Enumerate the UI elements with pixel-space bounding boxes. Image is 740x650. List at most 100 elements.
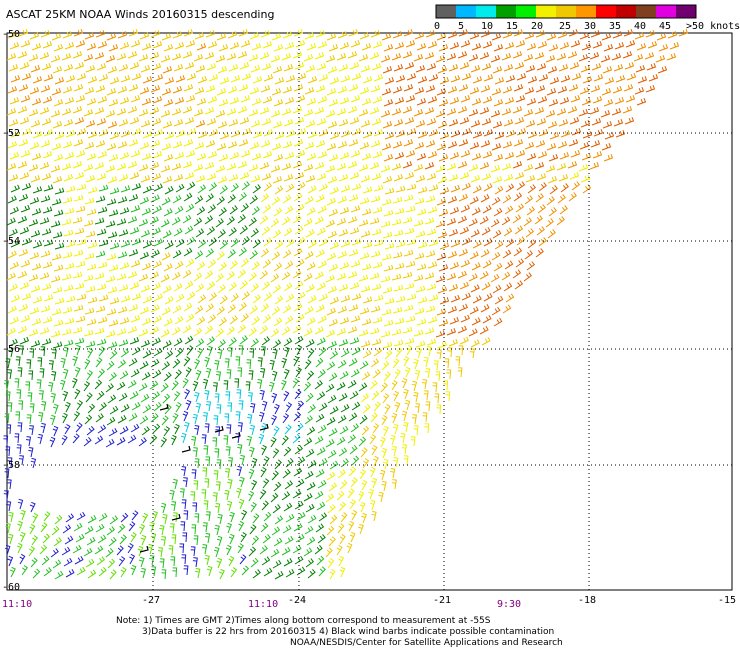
wind-barb — [205, 456, 211, 467]
wind-barb — [460, 204, 470, 213]
wind-barb — [402, 106, 413, 114]
wind-barb — [263, 129, 274, 137]
wind-barb — [149, 521, 155, 533]
wind-barb — [647, 41, 658, 49]
wind-barb — [73, 249, 84, 257]
wind-barb — [480, 194, 490, 203]
wind-barb — [470, 284, 480, 293]
wind-barb — [381, 480, 387, 492]
wind-barb — [326, 33, 337, 41]
wind-barb — [59, 379, 66, 391]
wind-barb — [326, 416, 336, 426]
wind-barb — [368, 488, 375, 500]
wind-barb — [238, 29, 249, 37]
wind-barb — [9, 261, 19, 270]
wind-barb — [306, 98, 317, 106]
wind-barb — [318, 74, 329, 82]
wind-barb — [138, 164, 149, 172]
wind-barb — [337, 195, 348, 204]
wind-barb — [260, 346, 266, 357]
wind-barb — [501, 216, 511, 226]
wind-barb — [215, 503, 221, 514]
wind-barb — [305, 503, 315, 513]
wind-barb — [556, 53, 567, 61]
wind-barb — [98, 402, 107, 412]
wind-barb — [296, 181, 306, 191]
wind-barb — [227, 31, 238, 39]
wind-barb — [305, 65, 316, 73]
wind-barb — [163, 208, 173, 217]
wind-barb — [228, 555, 235, 567]
wind-barb — [109, 297, 120, 305]
wind-barb — [109, 349, 118, 360]
wind-barb — [138, 437, 147, 447]
wind-barb — [525, 228, 535, 238]
wind-barb — [216, 143, 227, 151]
wind-barb — [52, 425, 59, 437]
wind-barb — [259, 270, 269, 280]
wind-barb — [19, 531, 26, 543]
wind-barb — [76, 183, 87, 191]
wind-barb — [560, 130, 571, 138]
wind-barb — [108, 264, 119, 272]
graticule — [7, 33, 732, 590]
wind-barb — [435, 165, 446, 173]
wind-barb — [39, 327, 50, 335]
wind-barb — [614, 97, 625, 105]
wind-barb — [236, 465, 243, 477]
wind-barb — [94, 379, 103, 390]
wind-barb — [127, 271, 138, 279]
wind-barb — [142, 512, 149, 524]
wind-barb — [260, 466, 267, 478]
wind-barb — [381, 88, 392, 96]
wind-barb — [391, 273, 402, 281]
wind-barb — [108, 372, 117, 382]
wind-barb — [384, 132, 395, 140]
wind-barb — [229, 42, 240, 50]
wind-barb — [426, 63, 437, 71]
wind-barb — [361, 479, 368, 491]
wind-barb — [250, 228, 259, 238]
wind-barb — [138, 273, 149, 282]
wind-barb — [138, 328, 149, 337]
wind-barb — [49, 436, 56, 448]
wind-barb — [392, 31, 403, 39]
wind-barb — [120, 295, 131, 303]
wind-barb — [384, 242, 395, 250]
wind-barb — [347, 106, 358, 114]
wind-barb — [415, 285, 426, 293]
wind-barb — [174, 152, 185, 160]
wind-barb — [149, 380, 159, 390]
legend-swatch — [636, 5, 656, 18]
lat-label-56: -56 — [2, 344, 20, 355]
wind-barb — [372, 455, 379, 467]
wind-barb — [613, 119, 624, 127]
wind-barb — [494, 240, 504, 250]
wind-barb — [493, 207, 503, 217]
wind-barb — [106, 360, 115, 371]
wind-barb — [556, 216, 565, 226]
wind-barb — [186, 291, 196, 301]
wind-barb — [40, 305, 51, 313]
wind-barb — [20, 509, 26, 521]
wind-barb — [181, 554, 187, 565]
wind-barb — [505, 238, 515, 248]
wind-barb — [173, 64, 184, 72]
wind-barb — [63, 119, 74, 127]
wind-barb — [394, 317, 405, 325]
wind-barb — [469, 348, 475, 359]
wind-barb — [106, 253, 117, 261]
wind-barb — [19, 336, 30, 345]
wind-barb — [172, 567, 178, 578]
wind-barb — [424, 272, 435, 280]
wind-barb — [361, 208, 372, 216]
wind-barb — [151, 227, 161, 236]
wind-barb — [338, 501, 347, 512]
wind-barb — [21, 128, 32, 136]
wind-barb — [401, 377, 408, 389]
wind-barb — [472, 295, 482, 304]
wind-barb — [395, 295, 406, 303]
wind-barb — [160, 382, 169, 393]
lat-label-52: -52 — [2, 128, 20, 139]
wind-barb — [97, 206, 108, 214]
